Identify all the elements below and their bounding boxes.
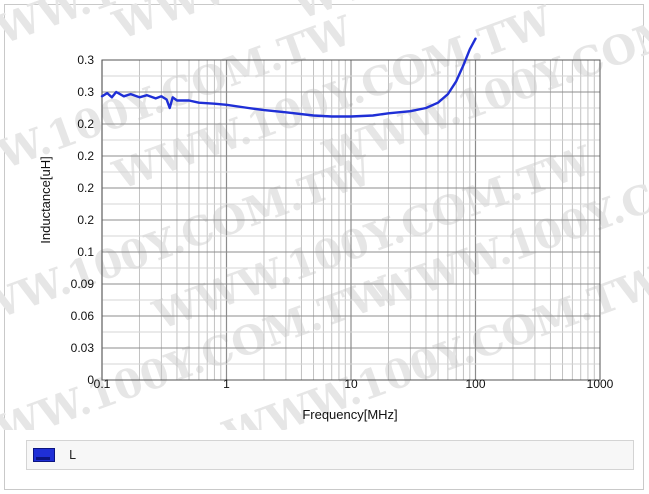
y-tick-label: 0.3 bbox=[77, 53, 94, 67]
plot-border bbox=[101, 59, 601, 381]
y-axis-title: Inductance[uH] bbox=[38, 156, 53, 243]
series-layer bbox=[100, 37, 477, 118]
watermark-layer: WWW.100Y.COM.TWWWW.100Y.COM.TWWWW.100Y.C… bbox=[0, 0, 649, 430]
y-tick-label: 0.3 bbox=[77, 85, 94, 99]
legend-swatch-icon bbox=[33, 448, 55, 462]
x-tick-label: 0.1 bbox=[94, 377, 111, 391]
x-tick-label: 1 bbox=[223, 377, 230, 391]
y-tick-label: 0.2 bbox=[77, 117, 94, 131]
y-tick-labels: 0 0.03 0.06 0.09 0.1 0.2 0.2 0.2 0.2 0.3 0.3 bbox=[71, 53, 95, 387]
x-tick-label: 100 bbox=[465, 377, 485, 391]
y-tick-label: 0.2 bbox=[77, 213, 94, 227]
y-tick-label: 0.2 bbox=[77, 149, 94, 163]
legend-label: L bbox=[69, 448, 76, 462]
y-tick-label: 0.2 bbox=[77, 181, 94, 195]
series-line-L bbox=[100, 37, 477, 118]
x-tick-labels: 0.1 1 10 100 1000 bbox=[94, 377, 614, 391]
chart-svg: WWW.100Y.COM.TWWWW.100Y.COM.TWWWW.100Y.C… bbox=[0, 0, 649, 430]
y-tick-label: 0.03 bbox=[71, 341, 95, 355]
x-tick-label: 10 bbox=[344, 377, 358, 391]
x-tick-label: 1000 bbox=[587, 377, 614, 391]
y-tick-label: 0.09 bbox=[71, 277, 95, 291]
y-tick-label: 0.1 bbox=[77, 245, 94, 259]
legend-bar: L bbox=[26, 440, 634, 470]
chart-frame bbox=[4, 4, 644, 490]
x-axis-title: Frequency[MHz] bbox=[302, 407, 397, 422]
y-tick-label: 0.06 bbox=[71, 309, 95, 323]
y-tick-label: 0 bbox=[87, 373, 94, 387]
grid-layer bbox=[101, 59, 600, 381]
